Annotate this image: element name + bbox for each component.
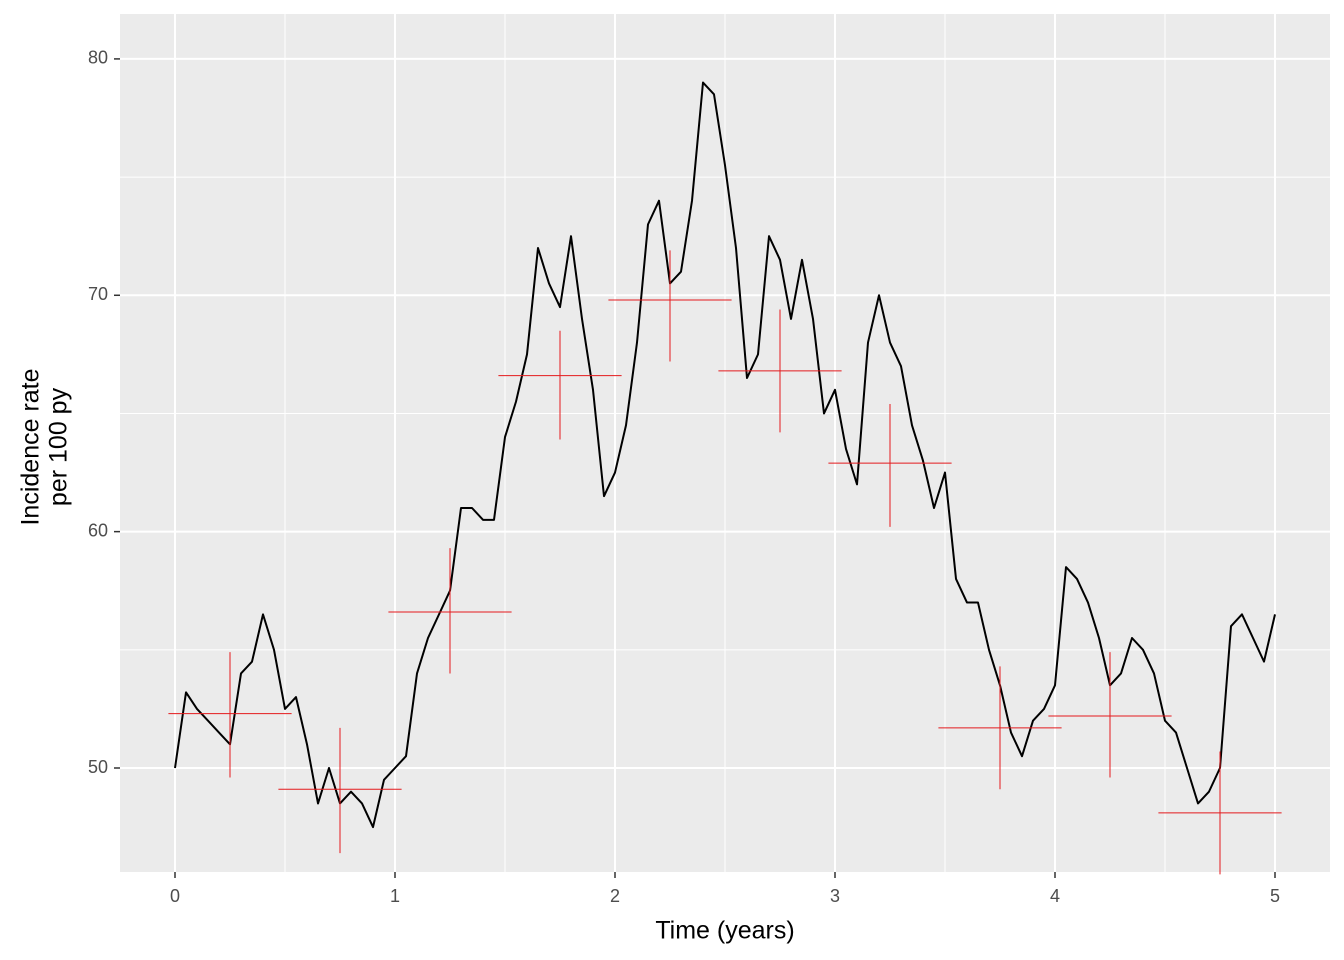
y-tick-label: 60 bbox=[88, 520, 108, 540]
x-tick-label: 1 bbox=[390, 886, 400, 906]
data-line bbox=[174, 81, 1276, 829]
y-axis-label-line: Incidence rate bbox=[17, 368, 45, 525]
y-tick-label: 50 bbox=[88, 757, 108, 777]
y-tick-label: 80 bbox=[88, 48, 108, 68]
y-axis-label: Incidence rate per 100 py bbox=[17, 368, 73, 525]
x-tick-label: 2 bbox=[610, 886, 620, 906]
x-tick-label: 0 bbox=[170, 886, 180, 906]
grid bbox=[120, 14, 1330, 872]
y-axis-label-line: per 100 py bbox=[45, 387, 73, 506]
y-tick-label: 70 bbox=[88, 284, 108, 304]
marks bbox=[168, 81, 1282, 875]
x-axis-label: Time (years) bbox=[655, 917, 794, 945]
x-tick-label: 4 bbox=[1050, 886, 1060, 906]
x-tick-label: 3 bbox=[830, 886, 840, 906]
x-tick-label: 5 bbox=[1270, 886, 1280, 906]
